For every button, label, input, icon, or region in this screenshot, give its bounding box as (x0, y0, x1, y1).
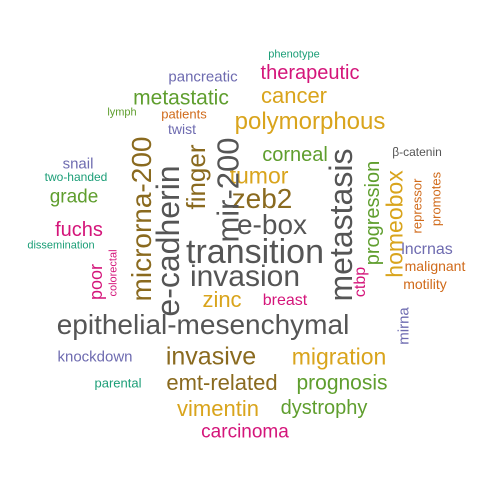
word-polymorphous: polymorphous (234, 108, 386, 135)
word-snail: snail (62, 155, 94, 173)
word-motility: motility (403, 276, 447, 292)
word-fuchs: fuchs (55, 219, 103, 241)
word-pancreatic: pancreatic (168, 68, 238, 86)
word-prognosis: prognosis (296, 371, 388, 395)
word-finger: finger (181, 144, 211, 210)
word-malignant: malignant (404, 258, 466, 274)
word-zinc: zinc (202, 287, 242, 312)
word-repressor: repressor (409, 178, 425, 234)
word-breast: breast (262, 292, 308, 309)
word-migration: migration (291, 343, 387, 370)
word-twist: twist (168, 121, 196, 137)
word-beta-catenin: β-catenin (392, 145, 442, 159)
word-patients: patients (161, 106, 207, 122)
word-promotes: promotes (428, 171, 444, 227)
word-dissemination: dissemination (27, 239, 95, 252)
word-homeobox: homeobox (381, 170, 408, 278)
word-poor: poor (86, 263, 106, 301)
word-parental: parental (94, 375, 142, 391)
word-metastatic: metastatic (133, 86, 229, 110)
word-carcinoma: carcinoma (201, 421, 289, 443)
word-phenotype: phenotype (268, 48, 320, 61)
word-mirna: mirna (395, 307, 413, 345)
word-lymph: lymph (107, 106, 137, 119)
word-epithelial-mesenchymal: epithelial-mesenchymal (56, 309, 350, 340)
word-vimentin: vimentin (177, 396, 259, 421)
word-mir-200: mir-200 (210, 137, 246, 243)
word-dystrophy: dystrophy (280, 397, 368, 419)
word-ctbp: ctbp (352, 266, 369, 298)
word-two-handed: two-handed (44, 170, 108, 184)
word-e-box: e-box (236, 209, 308, 240)
word-corneal: corneal (262, 144, 328, 166)
word-e-cadherin: e-cadherin (150, 165, 186, 317)
word-colorectal: colorectal (107, 249, 120, 297)
word-emt-related: emt-related (166, 370, 278, 395)
word-transition: transition (186, 233, 324, 271)
word-progression: progression (362, 160, 384, 266)
word-zeb2: zeb2 (231, 183, 293, 214)
word-therapeutic: therapeutic (260, 62, 360, 84)
word-lncrnas: lncrnas (401, 241, 453, 258)
word-invasive: invasive (165, 342, 257, 371)
word-cancer: cancer (260, 83, 328, 108)
word-invasion: invasion (189, 260, 301, 293)
word-tumor: tumor (229, 162, 289, 189)
word-knockdown: knockdown (57, 348, 133, 366)
word-grade: grade (49, 186, 99, 208)
